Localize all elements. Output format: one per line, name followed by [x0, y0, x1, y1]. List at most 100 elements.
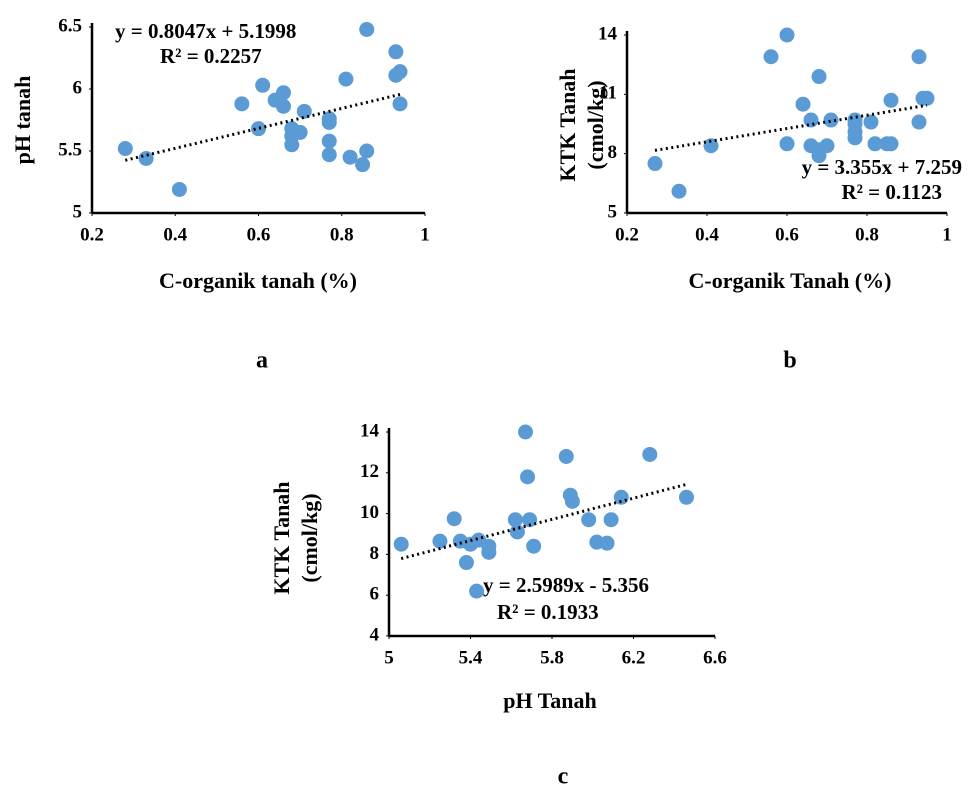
y-tick-label: 4	[370, 624, 380, 645]
data-point	[599, 535, 615, 551]
data-point	[292, 124, 308, 140]
data-point	[255, 77, 271, 93]
x-tick-label: 5.8	[540, 647, 564, 668]
data-point	[847, 116, 863, 132]
data-point	[251, 121, 266, 137]
x-tick-label: 0.8	[855, 224, 879, 245]
data-point	[823, 112, 839, 128]
panel-label: a	[256, 348, 268, 374]
x-tick-label: 5.4	[459, 647, 483, 668]
data-point	[526, 538, 542, 554]
y-axis-title: KTK Tanah	[555, 68, 580, 181]
data-point	[481, 538, 497, 554]
data-point	[296, 103, 312, 119]
data-point	[392, 96, 408, 112]
data-point	[446, 511, 462, 527]
y-tick-label: 14	[360, 420, 380, 441]
data-point	[819, 138, 835, 154]
data-point	[803, 112, 819, 128]
data-point	[469, 583, 485, 599]
trendline	[400, 482, 687, 561]
x-tick-label: 5	[384, 647, 394, 668]
data-point	[171, 181, 187, 197]
y-tick-label: 11	[599, 83, 617, 104]
data-point	[911, 49, 927, 65]
x-axis-title: C-organik tanah (%)	[159, 268, 357, 293]
data-point	[393, 536, 409, 552]
data-point	[321, 147, 337, 163]
data-point	[883, 136, 899, 152]
data-point	[138, 150, 154, 166]
panel-label: b	[783, 348, 796, 374]
y-axis-title: (cmol/kg)	[583, 80, 608, 169]
y-tick-label: 14	[598, 23, 618, 44]
data-point	[321, 111, 337, 127]
x-tick-label: 0.2	[615, 224, 639, 245]
data-point	[284, 137, 300, 153]
data-point	[509, 524, 525, 540]
data-point	[432, 533, 448, 549]
data-point	[117, 141, 133, 157]
data-point	[911, 114, 927, 130]
data-point	[647, 156, 663, 172]
data-point	[234, 96, 250, 112]
data-point	[359, 21, 375, 37]
y-tick-label: 8	[608, 142, 618, 163]
data-point	[863, 114, 879, 130]
data-point	[795, 96, 811, 112]
y-tick-label: 5.5	[58, 139, 82, 160]
data-point	[388, 44, 404, 60]
y-tick-label: 6	[73, 77, 83, 98]
data-point	[522, 512, 538, 528]
data-point	[703, 138, 719, 154]
data-point	[603, 512, 619, 528]
y-tick-label: 10	[360, 502, 379, 523]
data-point	[275, 98, 291, 114]
y-tick-label: 6.5	[58, 15, 82, 36]
x-tick-label: 0.6	[775, 224, 799, 245]
data-point	[359, 143, 375, 159]
data-point	[564, 493, 580, 509]
data-point	[392, 64, 408, 80]
r-squared: R² = 0.1933	[497, 600, 599, 624]
data-point	[867, 136, 883, 152]
data-point	[581, 512, 597, 528]
data-point	[763, 49, 779, 65]
data-point	[558, 448, 574, 464]
x-tick-label: 0.4	[695, 224, 719, 245]
data-point	[811, 69, 827, 85]
y-tick-label: 5	[73, 201, 83, 222]
r-squared: R² = 0.1123	[841, 180, 942, 204]
y-axis-title: (cmol/kg)	[297, 493, 322, 582]
data-point	[458, 555, 474, 571]
data-point	[518, 424, 534, 440]
x-tick-label: 0.6	[247, 224, 271, 245]
data-point	[507, 512, 523, 528]
trendline-equation: y = 2.5989x - 5.356	[483, 573, 649, 597]
x-tick-label: 6.2	[622, 647, 646, 668]
y-tick-label: 6	[370, 584, 380, 605]
x-tick-label: 0.2	[80, 224, 104, 245]
x-axis-title: pH Tanah	[503, 688, 597, 713]
trendline-equation: y = 0.8047x + 5.1998	[115, 19, 296, 43]
y-axis-title: pH tanah	[10, 76, 35, 165]
data-point	[779, 27, 795, 43]
x-tick-label: 0.4	[163, 224, 187, 245]
y-tick-label: 5	[608, 201, 618, 222]
x-tick-label: 1	[942, 224, 952, 245]
data-point	[520, 469, 536, 485]
data-point	[342, 149, 358, 165]
panel-label: c	[558, 764, 569, 785]
data-point	[678, 489, 694, 505]
y-tick-label: 12	[360, 461, 379, 482]
r-squared: R² = 0.2257	[160, 44, 262, 68]
y-tick-label: 8	[370, 543, 380, 564]
trendline-equation: y = 3.355x + 7.259	[802, 155, 962, 179]
data-point	[642, 446, 658, 462]
data-point	[321, 133, 337, 149]
data-point	[275, 85, 291, 101]
x-axis-title: C-organik Tanah (%)	[689, 268, 892, 293]
data-point	[338, 71, 354, 87]
data-point	[883, 92, 899, 108]
